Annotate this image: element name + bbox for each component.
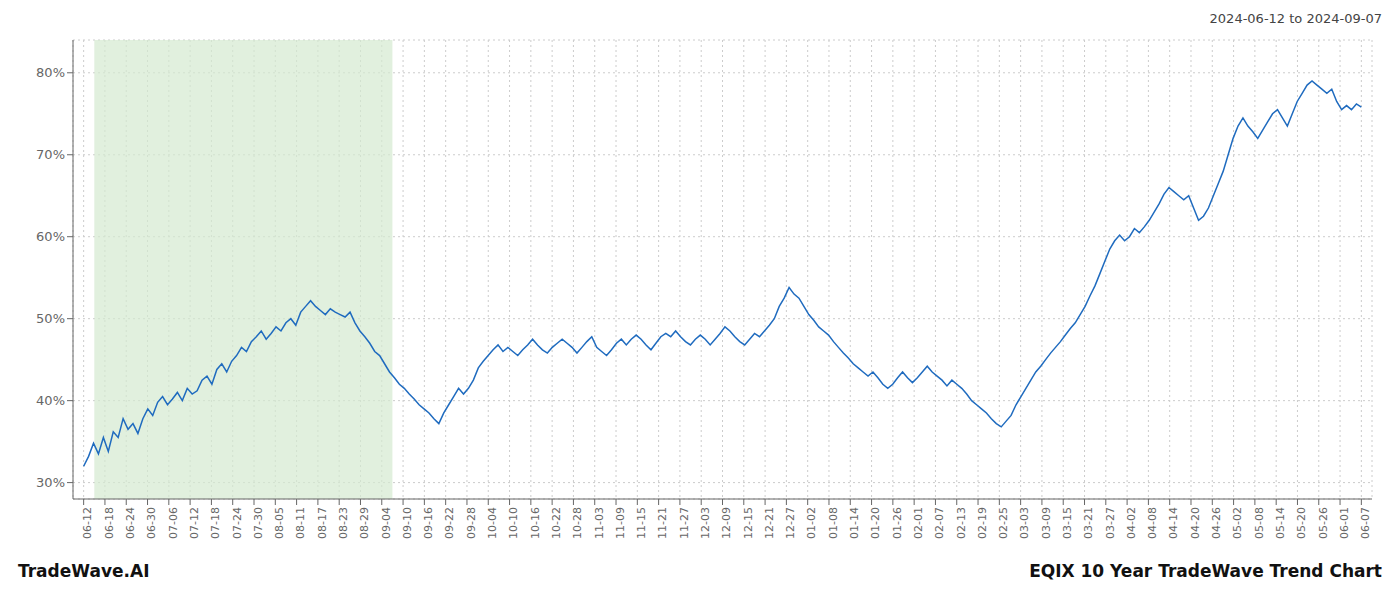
svg-text:02-07: 02-07 (933, 507, 946, 539)
svg-text:02-25: 02-25 (997, 507, 1010, 539)
svg-text:08-05: 08-05 (273, 507, 286, 539)
svg-text:07-24: 07-24 (231, 507, 244, 539)
svg-text:02-13: 02-13 (955, 507, 968, 539)
svg-text:11-21: 11-21 (656, 507, 669, 539)
svg-text:01-26: 01-26 (891, 507, 904, 539)
svg-text:12-21: 12-21 (763, 507, 776, 539)
svg-text:02-01: 02-01 (912, 507, 925, 539)
svg-text:04-08: 04-08 (1146, 507, 1159, 539)
html-text:EQIX 10 Year TradeWave Trend C: EQIX 10 Year TradeWave Trend Chart (1029, 561, 1382, 581)
svg-text:09-16: 09-16 (422, 507, 435, 539)
svg-text:10-10: 10-10 (507, 507, 520, 539)
svg-text:30%: 30% (36, 475, 65, 490)
svg-text:05-20: 05-20 (1295, 507, 1308, 539)
svg-text:09-04: 09-04 (380, 507, 393, 539)
svg-text:11-15: 11-15 (635, 507, 648, 539)
svg-text:02-19: 02-19 (976, 507, 989, 539)
svg-text:50%: 50% (36, 311, 65, 326)
svg-text:40%: 40% (36, 393, 65, 408)
svg-text:06-30: 06-30 (145, 507, 158, 539)
svg-text:08-29: 08-29 (358, 507, 371, 539)
svg-text:07-30: 07-30 (252, 507, 265, 539)
svg-text:11-27: 11-27 (678, 507, 691, 539)
svg-text:70%: 70% (36, 147, 65, 162)
svg-text:04-02: 04-02 (1125, 507, 1138, 539)
svg-text:60%: 60% (36, 229, 65, 244)
svg-text:12-09: 12-09 (720, 507, 733, 539)
svg-text:06-07: 06-07 (1359, 507, 1372, 539)
svg-text:10-04: 10-04 (486, 507, 499, 539)
svg-text:12-03: 12-03 (699, 507, 712, 539)
svg-text:04-26: 04-26 (1210, 507, 1223, 539)
html-text:2024-06-12 to 2024-09-07: 2024-06-12 to 2024-09-07 (1209, 11, 1382, 26)
svg-text:04-20: 04-20 (1189, 507, 1202, 539)
svg-text:06-24: 06-24 (124, 507, 137, 539)
svg-text:06-01: 06-01 (1338, 507, 1351, 539)
svg-text:12-15: 12-15 (742, 507, 755, 539)
svg-text:08-23: 08-23 (337, 507, 350, 539)
svg-text:08-17: 08-17 (316, 507, 329, 539)
svg-text:09-10: 09-10 (401, 507, 414, 539)
svg-text:05-14: 05-14 (1274, 507, 1287, 539)
svg-text:10-16: 10-16 (529, 507, 542, 539)
svg-text:05-26: 05-26 (1317, 507, 1330, 539)
svg-text:11-03: 11-03 (593, 507, 606, 539)
svg-text:08-11: 08-11 (294, 507, 307, 539)
svg-text:07-12: 07-12 (188, 507, 201, 539)
svg-text:03-27: 03-27 (1104, 507, 1117, 539)
svg-text:10-28: 10-28 (571, 507, 584, 539)
svg-text:07-06: 07-06 (167, 507, 180, 539)
svg-text:03-09: 03-09 (1040, 507, 1053, 539)
svg-text:01-14: 01-14 (848, 507, 861, 539)
svg-text:06-18: 06-18 (103, 507, 116, 539)
svg-text:05-08: 05-08 (1253, 507, 1266, 539)
svg-text:05-02: 05-02 (1231, 507, 1244, 539)
svg-text:09-22: 09-22 (443, 507, 456, 539)
svg-text:07-18: 07-18 (209, 507, 222, 539)
svg-text:06-12: 06-12 (81, 507, 94, 539)
svg-text:01-02: 01-02 (805, 507, 818, 539)
html-text:TradeWave.AI: TradeWave.AI (18, 561, 150, 581)
svg-text:10-22: 10-22 (550, 507, 563, 539)
svg-text:03-21: 03-21 (1082, 507, 1095, 539)
svg-text:01-20: 01-20 (869, 507, 882, 539)
svg-text:12-27: 12-27 (784, 507, 797, 539)
svg-text:09-28: 09-28 (465, 507, 478, 539)
svg-text:04-14: 04-14 (1168, 507, 1181, 539)
svg-text:80%: 80% (36, 65, 65, 80)
svg-text:03-15: 03-15 (1061, 507, 1074, 539)
svg-text:03-03: 03-03 (1018, 507, 1031, 539)
svg-text:11-09: 11-09 (614, 507, 627, 539)
svg-text:01-08: 01-08 (827, 507, 840, 539)
